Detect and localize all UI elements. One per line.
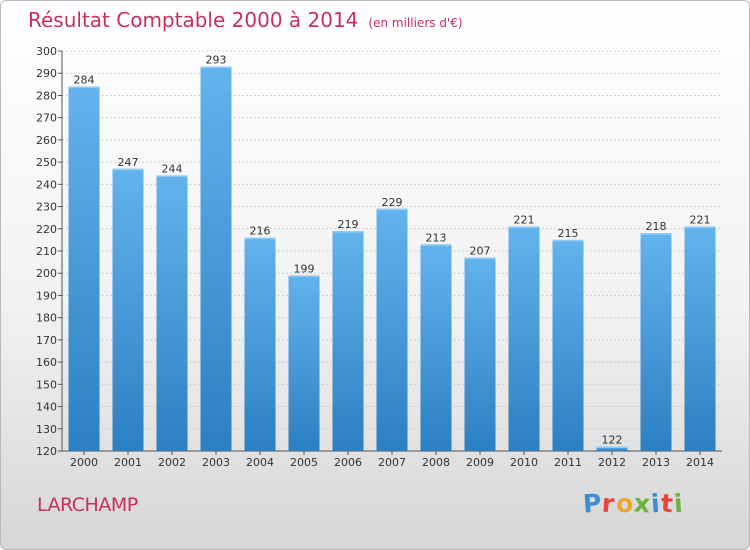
logo-letter: P	[582, 488, 604, 519]
chart-subtitle: (en milliers d'€)	[368, 16, 463, 30]
label-layer: 120 130 140 150 160 170 180 190 200 210 220 230 240 2…	[36, 45, 714, 469]
y-tick-label: 230	[36, 201, 57, 214]
bar-highlight	[200, 66, 232, 69]
x-tick-label: 2002	[158, 456, 186, 469]
value-label: 221	[690, 214, 711, 227]
bar-2007	[376, 208, 408, 451]
bar-highlight	[332, 231, 364, 233]
logo-letter: i	[672, 488, 685, 519]
value-label: 219	[338, 218, 359, 231]
bar-2008	[420, 244, 452, 451]
proxiti-logo: Proxiti	[582, 488, 685, 519]
logo-letter: o	[614, 488, 635, 519]
x-tick-label: 2003	[202, 456, 230, 469]
bar-highlight	[420, 244, 452, 246]
y-tick-label: 210	[36, 245, 57, 258]
x-tick-label: 2012	[598, 456, 626, 469]
bar-highlight	[508, 226, 540, 229]
y-tick-label: 170	[36, 334, 57, 347]
bar-2009	[464, 257, 496, 451]
commune-name: LARCHAMP	[37, 494, 138, 516]
bar-2001	[112, 168, 144, 451]
bar-2003	[200, 66, 232, 452]
x-tick-label: 2006	[334, 456, 362, 469]
bar-2011	[552, 239, 584, 451]
y-tick-label: 260	[36, 134, 57, 147]
value-label: 122	[602, 434, 623, 447]
value-label: 244	[162, 162, 183, 175]
y-tick-label: 190	[36, 289, 57, 302]
x-tick-label: 2010	[510, 456, 538, 469]
y-tick-label: 160	[36, 356, 57, 369]
y-tick-label: 180	[36, 312, 57, 325]
bar-highlight	[68, 86, 100, 89]
bar-highlight	[288, 275, 320, 277]
value-label: 247	[118, 156, 139, 169]
bar-highlight	[684, 226, 716, 229]
y-tick-label: 290	[36, 67, 57, 80]
y-tick-label: 220	[36, 223, 57, 236]
x-tick-label: 2007	[378, 456, 406, 469]
bar-highlight	[156, 175, 188, 177]
x-tick-label: 2013	[642, 456, 670, 469]
bar-2013	[640, 233, 672, 451]
x-tick-label: 2011	[554, 456, 582, 469]
x-tick-label: 2005	[290, 456, 318, 469]
x-tick-label: 2008	[422, 456, 450, 469]
title-text: Résultat Comptable 2000 à 2014	[28, 8, 359, 32]
value-label: 199	[294, 262, 315, 275]
y-tick-label: 130	[36, 423, 57, 436]
bar-highlight	[112, 168, 144, 171]
bar-2000	[68, 86, 100, 452]
value-label: 221	[514, 214, 535, 227]
value-label: 293	[206, 54, 227, 67]
x-tick-label: 2001	[114, 456, 142, 469]
x-tick-label: 2009	[466, 456, 494, 469]
bar-2006	[332, 231, 364, 451]
y-tick-label: 240	[36, 178, 57, 191]
y-tick-label: 280	[36, 89, 57, 102]
bar-2010	[508, 226, 540, 451]
y-tick-label: 120	[36, 445, 57, 458]
y-tick-label: 200	[36, 267, 57, 280]
y-tick-label: 250	[36, 156, 57, 169]
value-label: 284	[74, 74, 95, 87]
bar-highlight	[552, 239, 584, 242]
bar-highlight	[244, 237, 276, 240]
value-label: 207	[470, 245, 491, 258]
logo-letter: x	[632, 488, 652, 519]
value-label: 215	[558, 227, 579, 240]
y-tick-label: 300	[36, 45, 57, 58]
y-tick-label: 140	[36, 401, 57, 414]
bar-highlight	[464, 257, 496, 260]
value-label: 229	[382, 196, 403, 209]
value-label: 216	[250, 225, 271, 238]
bar-2012	[596, 446, 628, 451]
bar-highlight	[640, 233, 672, 235]
bar-highlight	[376, 208, 408, 211]
value-label: 213	[426, 231, 447, 244]
bar-2014	[684, 226, 716, 451]
x-tick-label: 2004	[246, 456, 274, 469]
x-tick-label: 2014	[686, 456, 714, 469]
bar-layer	[68, 66, 716, 452]
y-tick-label: 270	[36, 112, 57, 125]
y-tick-label: 150	[36, 378, 57, 391]
x-tick-label: 2000	[70, 456, 98, 469]
bar-highlight	[596, 446, 628, 449]
chart-title: Résultat Comptable 2000 à 2014 (en millie…	[28, 5, 463, 38]
value-label: 218	[646, 220, 667, 233]
bar-2005	[288, 275, 320, 451]
bar-2004	[244, 237, 276, 451]
bar-2002	[156, 175, 188, 451]
